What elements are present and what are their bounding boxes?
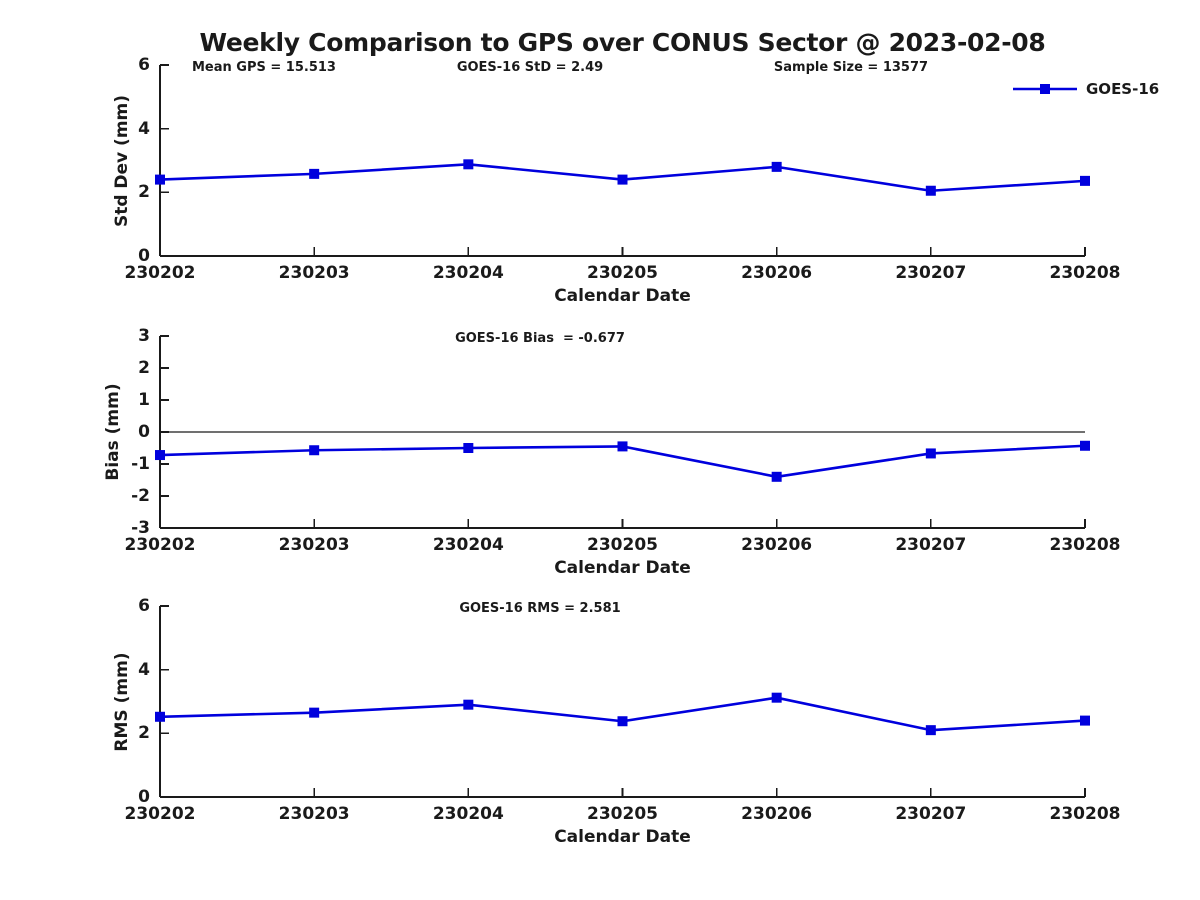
x-tick-label: 230206 (741, 535, 813, 555)
x-tick-label: 230205 (587, 263, 658, 283)
x-tick-label: 230202 (124, 263, 196, 283)
x-tick-label: 230204 (432, 804, 504, 824)
y-tick-label: 4 (138, 118, 150, 139)
data-point-marker (155, 711, 165, 722)
data-point-marker (1080, 175, 1090, 186)
data-point-marker (1080, 440, 1090, 451)
data-point-marker (155, 450, 165, 461)
y-tick-label: 6 (138, 55, 150, 75)
x-tick-label: 230206 (741, 263, 813, 283)
x-axis-label: Calendar Date (554, 286, 691, 306)
data-point-marker (1080, 715, 1090, 726)
x-tick-label: 230203 (278, 804, 350, 824)
y-tick-label: 0 (138, 422, 150, 442)
y-tick-label: 6 (138, 596, 150, 616)
data-point-marker (925, 185, 936, 196)
data-point-marker (925, 725, 936, 736)
y-axis-label: RMS (mm) (112, 651, 132, 752)
x-tick-label: 230202 (124, 804, 196, 824)
x-tick-label: 230208 (1049, 804, 1121, 824)
data-point-marker (771, 161, 782, 172)
y-tick-label: 0 (138, 246, 150, 266)
x-tick-label: 230207 (895, 263, 967, 283)
x-tick-label: 230205 (587, 804, 658, 824)
data-point-marker (925, 448, 936, 459)
y-tick-label: -2 (131, 486, 150, 506)
data-point-marker (771, 692, 782, 703)
data-point-marker (309, 445, 320, 456)
data-point-marker (463, 443, 474, 453)
panel-annotation: GOES-16 Bias = -0.677 (455, 331, 625, 346)
y-tick-label: 2 (138, 182, 150, 203)
data-point-marker (617, 716, 628, 727)
x-tick-label: 230208 (1049, 535, 1121, 555)
y-tick-label: 3 (138, 326, 150, 346)
data-point-marker (463, 699, 474, 710)
data-point-marker (155, 174, 165, 185)
y-axis-label: Bias (mm) (103, 383, 123, 481)
data-point-marker (617, 441, 628, 452)
x-tick-label: 230206 (741, 804, 813, 824)
x-axis-label: Calendar Date (554, 558, 691, 578)
y-tick-label: -3 (131, 518, 150, 538)
y-tick-label: -1 (131, 454, 150, 474)
data-point-marker (309, 707, 320, 718)
panel-annotation: GOES-16 StD = 2.49 (456, 60, 604, 75)
panel-annotation: Mean GPS = 15.513 (192, 60, 336, 75)
x-tick-label: 230208 (1049, 263, 1121, 283)
x-tick-label: 230203 (278, 535, 350, 555)
x-tick-label: 230204 (432, 263, 504, 283)
y-tick-label: 2 (138, 723, 150, 744)
x-tick-label: 230207 (895, 804, 967, 824)
y-tick-label: 4 (138, 659, 150, 680)
y-tick-label: 2 (138, 358, 150, 378)
y-tick-label: 1 (138, 390, 150, 410)
legend: GOES-16 (1012, 81, 1159, 97)
data-point-marker (463, 159, 474, 170)
data-point-marker (771, 471, 782, 482)
x-tick-label: 230203 (278, 263, 350, 283)
legend-line-marker-icon (1013, 84, 1077, 94)
x-tick-label: 230207 (895, 535, 967, 555)
panel-annotation: Sample Size = 13577 (773, 60, 929, 75)
panel-annotation: GOES-16 RMS = 2.581 (459, 601, 621, 616)
figure-title: Weekly Comparison to GPS over CONUS Sect… (199, 28, 1046, 57)
data-point-marker (309, 168, 320, 179)
x-tick-label: 230204 (432, 535, 504, 555)
y-tick-label: 0 (138, 787, 150, 807)
legend-label: GOES-16 (1086, 80, 1160, 98)
x-axis-label: Calendar Date (554, 827, 691, 847)
x-tick-label: 230205 (587, 535, 658, 555)
x-tick-label: 230202 (124, 535, 196, 555)
y-axis-label: Std Dev (mm) (112, 94, 132, 227)
data-point-marker (617, 174, 628, 185)
